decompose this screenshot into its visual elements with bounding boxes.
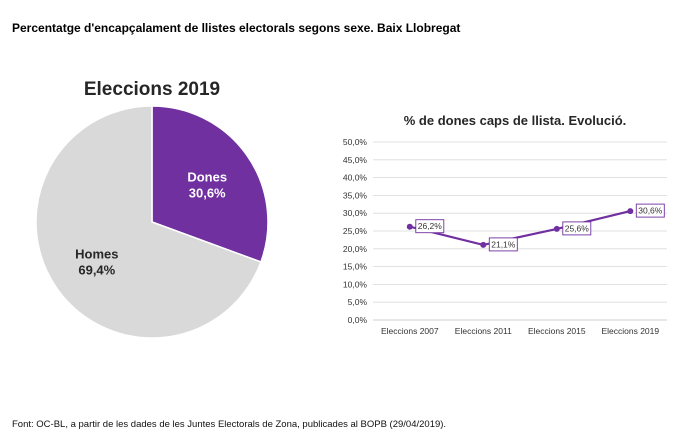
- y-tick-label: 20,0%: [343, 244, 368, 254]
- data-label-box: [415, 219, 445, 234]
- x-tick-label: Eleccions 2007: [381, 326, 439, 336]
- data-label-box: [635, 203, 665, 218]
- x-tick-label: Eleccions 2019: [601, 326, 659, 336]
- data-label: 30,6%: [635, 203, 665, 218]
- y-tick-label: 10,0%: [343, 279, 368, 289]
- y-tick-label: 5,0%: [348, 297, 368, 307]
- pie-label-dones-name: Dones: [187, 170, 227, 185]
- data-point: [480, 241, 487, 248]
- y-tick-label: 0,0%: [348, 315, 368, 325]
- y-tick-label: 30,0%: [343, 208, 368, 218]
- data-label: 25,6%: [562, 221, 592, 236]
- pie-title: Eleccions 2019: [84, 79, 220, 100]
- data-label-box: [562, 221, 592, 236]
- source-note: Font: OC-BL, a partir de les dades de le…: [12, 419, 447, 430]
- page-title: Percentatge d'encapçalament de llistes e…: [12, 21, 461, 35]
- y-tick-label: 15,0%: [343, 262, 368, 272]
- pie-label-homes-value: 69,4%: [78, 263, 115, 278]
- data-label-text: 21,1%: [491, 239, 516, 249]
- y-tick-label: 50,0%: [343, 137, 368, 147]
- x-tick-label: Eleccions 2011: [455, 326, 512, 336]
- data-label-box: [488, 237, 518, 252]
- y-tick-label: 25,0%: [343, 226, 368, 236]
- data-label-text: 26,2%: [418, 221, 443, 231]
- data-point: [627, 208, 634, 215]
- data-label-text: 25,6%: [565, 223, 590, 233]
- line-title: % de dones caps de llista. Evolució.: [404, 113, 627, 128]
- data-point: [553, 225, 560, 232]
- data-label: 26,2%: [415, 219, 445, 234]
- pie-label-homes-name: Homes: [75, 247, 118, 262]
- pie-slice-homes: [35, 105, 262, 339]
- data-label: 21,1%: [488, 237, 518, 252]
- pie-slice-dones: [151, 105, 269, 263]
- x-tick-label: Eleccions 2015: [528, 326, 586, 336]
- y-tick-label: 40,0%: [343, 173, 368, 183]
- data-label-text: 30,6%: [638, 206, 663, 216]
- pie-label-dones-value: 30,6%: [189, 186, 226, 201]
- y-tick-label: 45,0%: [343, 155, 368, 165]
- data-point: [406, 223, 413, 230]
- series-line-dones: [409, 210, 631, 247]
- y-tick-label: 35,0%: [343, 190, 368, 200]
